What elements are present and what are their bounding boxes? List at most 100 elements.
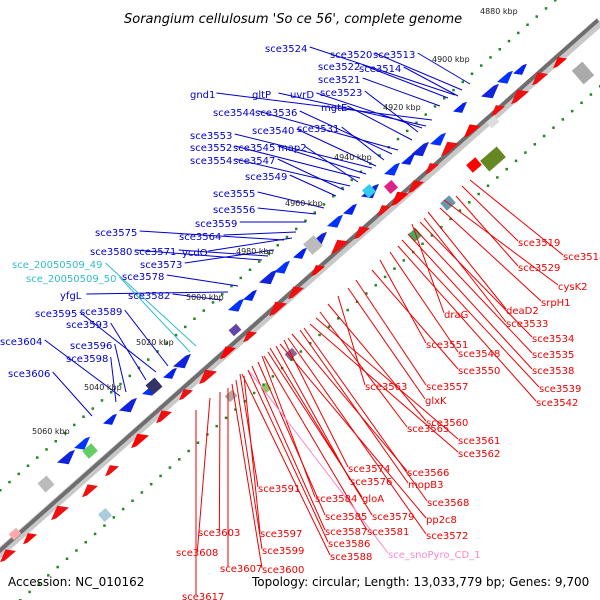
forward-gene-label: sce3553: [190, 131, 232, 142]
forward-gene-leader-line: [296, 128, 377, 167]
scale-tick: [224, 416, 228, 420]
scale-tick: [54, 440, 57, 443]
scale-tick: [327, 325, 331, 328]
accession-text: Accession: NC_010162: [8, 575, 144, 589]
scale-tick: [230, 284, 233, 288]
forward-gene-leader-line: [110, 356, 117, 403]
scale-tick: [526, 23, 529, 26]
kbp-marker: 4920 kbp: [383, 103, 421, 112]
reverse-gene-leader-line: [309, 323, 459, 453]
forward-gene-label: sce3522: [318, 62, 360, 73]
scale-tick: [489, 56, 492, 59]
scale-tick: [248, 268, 252, 271]
scale-tick: [234, 408, 237, 411]
scale-tick: [524, 151, 527, 154]
forward-gene-leader-line: [172, 293, 223, 301]
forward-gene-leader-line: [79, 311, 157, 373]
gene-arrow: [228, 298, 244, 312]
gene-features: [0, 57, 595, 563]
gene-arrow: [57, 449, 75, 465]
scale-tick: [393, 267, 396, 270]
reverse-gene-label: sce3579: [372, 512, 414, 523]
scale-tick: [350, 178, 353, 182]
reverse-gene-leader-line: [443, 199, 559, 286]
scale-tick: [0, 489, 2, 492]
feature-block: [97, 507, 113, 523]
scale-tick: [149, 482, 153, 486]
gene-arrow: [331, 239, 349, 255]
scale-tick: [82, 415, 85, 418]
scale-tick: [498, 48, 501, 51]
kbp-marker: 4980 kbp: [236, 247, 274, 256]
gene-arrow: [220, 346, 236, 360]
reverse-gene-label: sce3584: [315, 494, 357, 505]
forward-gene-leader-line: [277, 158, 345, 191]
reverse-gene-leader-line: [371, 269, 459, 370]
forward-gene-label: sce3573: [140, 260, 182, 271]
gene-arrow: [103, 413, 117, 425]
reverse-gene-label: sce3574: [348, 464, 390, 475]
reverse-gene-leader-line: [461, 185, 519, 242]
reverse-gene-leader-line: [379, 259, 427, 344]
forward-gene-label: sce3578: [122, 272, 164, 283]
scale-tick: [276, 244, 279, 247]
reverse-gene-leader-line: [455, 195, 519, 267]
scale-tick: [202, 309, 205, 312]
reverse-gene-label: sce3576: [350, 477, 392, 488]
scale-tick: [374, 283, 377, 287]
forward-gene-label: sce3559: [195, 219, 237, 230]
forward-gene-leader-line: [234, 158, 351, 187]
scale-tick: [589, 93, 593, 96]
reverse-gene-leader-line: [439, 207, 542, 302]
scale-tick: [271, 375, 275, 378]
kbp-markers: 4880 kbp 4900 kbp 4920 kbp 4940 kbp 4960 kbp…: [32, 7, 518, 436]
reverse-gene-leader-line: [389, 251, 459, 353]
feature-block: [486, 115, 500, 129]
reverse-gene-label: pp2c8: [426, 515, 457, 526]
scale-tick: [535, 15, 538, 18]
forward-gene-leader-line: [166, 274, 239, 287]
scale-tick: [258, 260, 261, 263]
forward-gene-leader-line: [110, 322, 147, 381]
rna-gene-label: sce_20050509_50: [26, 274, 116, 285]
gene-arrow: [163, 367, 177, 379]
feature-block: [228, 323, 242, 337]
scale-tick: [443, 97, 446, 100]
gene-arrow: [481, 83, 499, 99]
reverse-gene-label: sce3568: [427, 498, 469, 509]
gene-arrow: [269, 301, 287, 317]
scale-tick: [470, 72, 474, 75]
forward-gene-leader-line: [347, 105, 413, 141]
feature-block: [383, 179, 399, 195]
gene-arrow: [82, 484, 98, 498]
forward-gene-label: sce3513: [373, 50, 415, 61]
scale-tick: [439, 225, 443, 229]
scale-tick: [37, 582, 41, 585]
forward-gene-leader-line: [341, 126, 385, 161]
gene-arrow: [311, 265, 325, 277]
forward-gene-leader-line: [234, 145, 361, 179]
scale-tick: [341, 186, 344, 190]
reverse-gene-label: sce3608: [176, 548, 218, 559]
reverse-gene-leader-line: [196, 397, 211, 552]
reverse-gene-label: sce3572: [426, 531, 468, 542]
forward-gene-label: sce3598: [66, 354, 108, 365]
forward-gene-label: map2: [278, 143, 307, 154]
forward-gene-label: sce3514: [359, 64, 401, 75]
gene-arrow: [343, 203, 357, 215]
scale-tick: [480, 64, 483, 67]
scale-tick: [56, 565, 59, 569]
scale-tick: [496, 176, 499, 179]
forward-gene-label: sce3571: [134, 247, 176, 258]
reverse-gene-label: sce3617: [182, 592, 224, 600]
scale-tick: [165, 342, 168, 345]
scale-tick: [295, 227, 298, 231]
reverse-gene-leader-line: [247, 369, 329, 543]
forward-gene-label: sce3596: [70, 341, 112, 352]
forward-gene-leader-line: [304, 145, 359, 183]
forward-gene-label: sce3544: [213, 108, 255, 119]
reverse-gene-leader-line: [427, 211, 507, 310]
scale-tick: [121, 507, 125, 511]
feature-block: [224, 389, 238, 403]
